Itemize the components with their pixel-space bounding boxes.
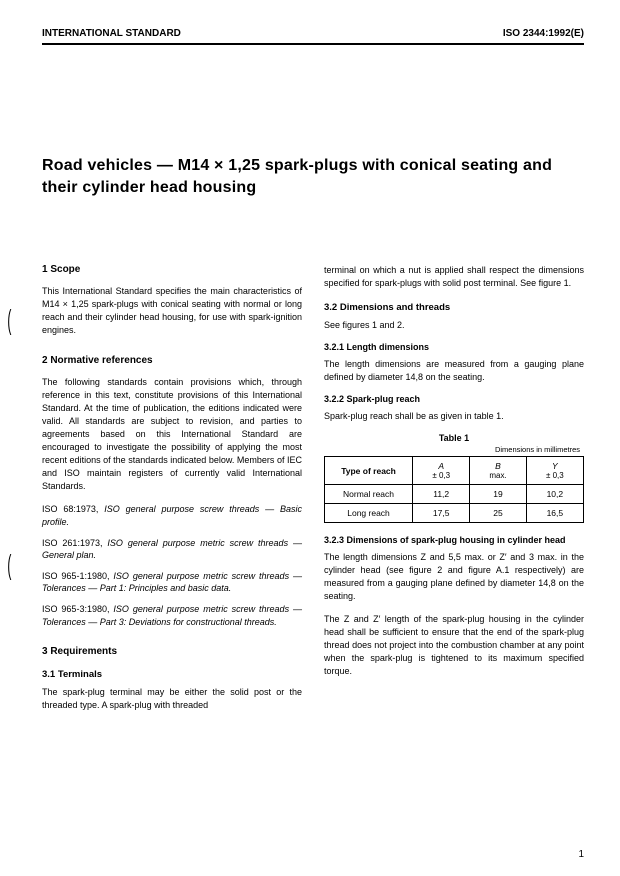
table1-col-tol: max.: [470, 471, 526, 485]
left-column: 1 Scope This International Standard spec…: [42, 260, 302, 712]
right-column: terminal on which a nut is applied shall…: [324, 260, 584, 712]
table1: Table 1 Dimensions in millimetres Type o…: [324, 433, 584, 523]
terminals-para-cont: terminal on which a nut is applied shall…: [324, 264, 584, 290]
document-title: Road vehicles — M14 × 1,25 spark-plugs w…: [42, 155, 584, 200]
terminals-para: The spark-plug terminal may be either th…: [42, 686, 302, 712]
requirements-heading: 3 Requirements: [42, 646, 302, 657]
housing-para1: The length dimensions Z and 5,5 max. or …: [324, 551, 584, 603]
table-row: Normal reach 11,2 19 10,2: [325, 485, 584, 504]
sparkreach-heading: 3.2.2 Spark-plug reach: [324, 394, 584, 404]
ref-item: ISO 261:1973, ISO general purpose metric…: [42, 537, 302, 562]
terminals-heading: 3.1 Terminals: [42, 669, 302, 680]
lengthdim-heading: 3.2.1 Length dimensions: [324, 342, 584, 352]
dimthreads-para: See figures 1 and 2.: [324, 319, 584, 332]
table1-col-sym: B: [470, 457, 526, 472]
ref-item: ISO 68:1973, ISO general purpose screw t…: [42, 503, 302, 528]
ref-item: ISO 965-3:1980, ISO general purpose metr…: [42, 603, 302, 628]
table-row: Long reach 17,5 25 16,5: [325, 504, 584, 523]
normrefs-para: The following standards contain provisio…: [42, 376, 302, 493]
table1-unit: Dimensions in millimetres: [324, 445, 584, 454]
sparkreach-para: Spark-plug reach shall be as given in ta…: [324, 410, 584, 423]
scope-para: This International Standard specifies th…: [42, 285, 302, 337]
scope-heading: 1 Scope: [42, 264, 302, 275]
ref-item: ISO 965-1:1980, ISO general purpose metr…: [42, 570, 302, 595]
housing-heading: 3.2.3 Dimensions of spark-plug housing i…: [324, 535, 584, 545]
table1-col-sym: Y: [526, 457, 583, 472]
normrefs-heading: 2 Normative references: [42, 355, 302, 366]
header-left: INTERNATIONAL STANDARD: [42, 28, 181, 39]
table1-title: Table 1: [324, 433, 584, 443]
table1-type-header: Type of reach: [325, 457, 413, 485]
body-columns: 1 Scope This International Standard spec…: [42, 260, 584, 712]
dimthreads-heading: 3.2 Dimensions and threads: [324, 302, 584, 313]
page-number: 1: [578, 849, 584, 860]
table1-table: Type of reach A B Y ± 0,3 max. ± 0,3 Nor…: [324, 456, 584, 523]
lengthdim-para: The length dimensions are measured from …: [324, 358, 584, 384]
header: INTERNATIONAL STANDARD ISO 2344:1992(E): [42, 28, 584, 45]
table1-col-sym: A: [413, 457, 470, 472]
housing-para2: The Z and Z′ length of the spark-plug ho…: [324, 613, 584, 678]
table1-col-tol: ± 0,3: [526, 471, 583, 485]
table1-col-tol: ± 0,3: [413, 471, 470, 485]
header-right: ISO 2344:1992(E): [503, 28, 584, 39]
